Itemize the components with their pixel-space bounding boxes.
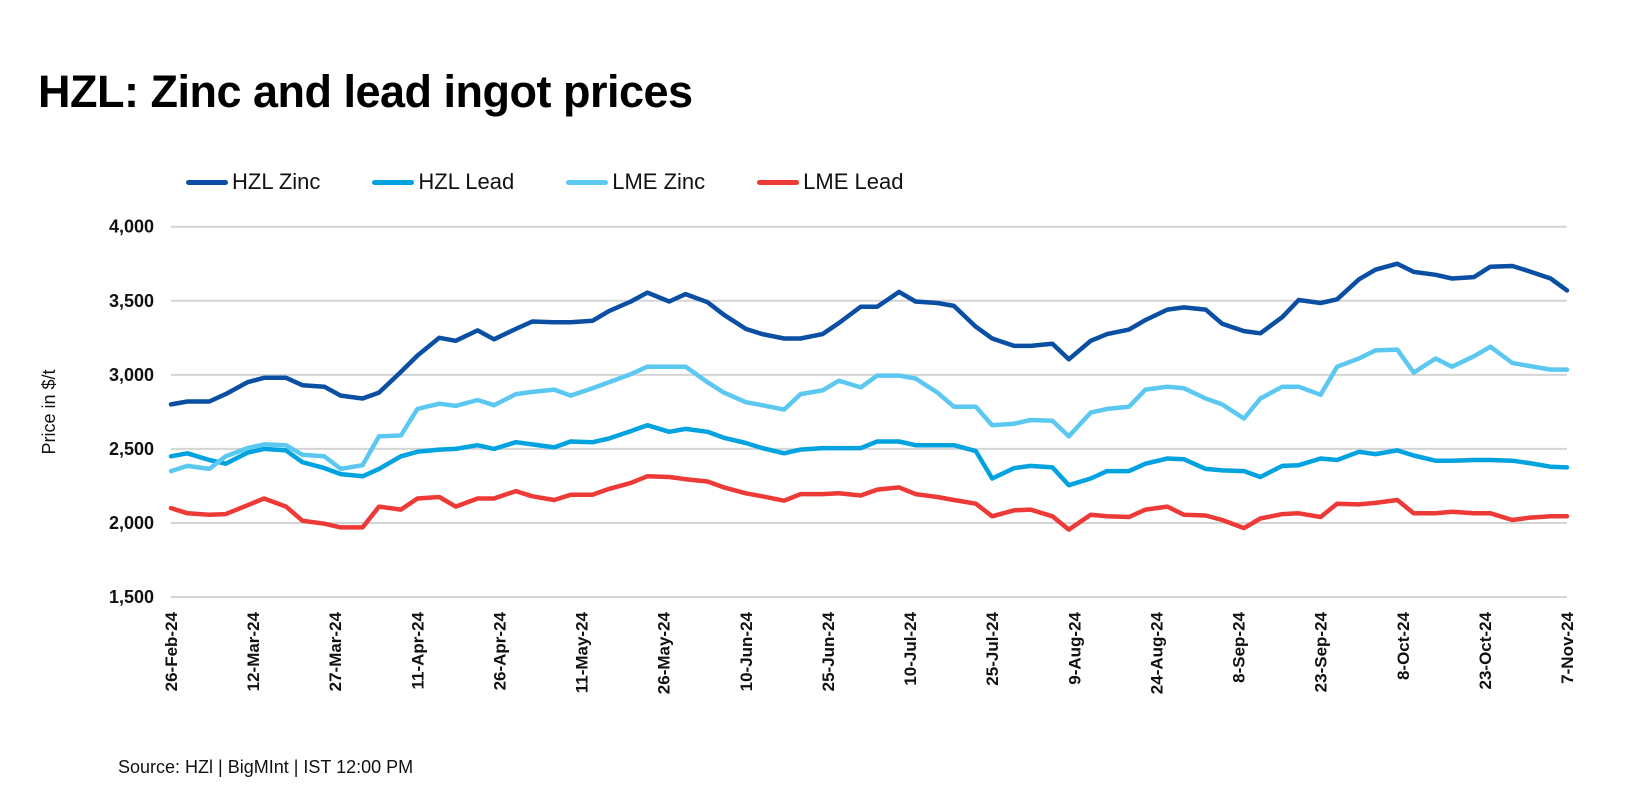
x-tick-label: 25-Jun-24 xyxy=(819,611,838,691)
legend-swatch xyxy=(372,179,415,185)
x-tick-label: 26-Apr-24 xyxy=(490,611,509,690)
source-note: Source: HZl | BigMInt | IST 12:00 PM xyxy=(118,757,414,777)
x-tick-label: 9-Aug-24 xyxy=(1065,611,1084,684)
x-tick-label: 26-May-24 xyxy=(655,611,674,694)
y-axis-title: Price in $/t xyxy=(39,369,59,454)
x-tick-label: 10-Jul-24 xyxy=(901,611,920,685)
x-tick-label: 23-Sep-24 xyxy=(1312,611,1331,692)
legend-item-hzl-lead: HZL Lead xyxy=(372,169,514,195)
x-tick-label: 24-Aug-24 xyxy=(1147,611,1166,694)
chart-title: HZL: Zinc and lead ingot prices xyxy=(38,66,693,117)
x-tick-label: 23-Oct-24 xyxy=(1476,611,1495,689)
y-tick-label: 3,500 xyxy=(109,291,154,311)
legend-item-lme-lead: LME Lead xyxy=(757,169,903,195)
legend-swatch xyxy=(757,179,800,185)
x-tick-label: 12-Mar-24 xyxy=(244,611,263,691)
legend: HZL Zinc HZL Lead LME Zinc LME Lead xyxy=(186,169,955,195)
series-line-lme-zinc xyxy=(168,344,1570,474)
series-line-hzl-zinc xyxy=(168,261,1570,407)
x-tick-label: 10-Jun-24 xyxy=(737,611,756,691)
series-lines xyxy=(168,261,1570,532)
y-axis-ticks: 1,500 2,000 2,500 3,000 3,500 4,000 xyxy=(109,217,154,607)
x-tick-label: 27-Mar-24 xyxy=(326,611,345,691)
legend-swatch xyxy=(186,179,228,185)
series-line-hzl-lead xyxy=(168,422,1570,488)
x-tick-label: 26-Feb-24 xyxy=(162,611,181,691)
legend-label: LME Lead xyxy=(803,169,904,194)
x-axis-ticks: 26-Feb-24 12-Mar-24 27-Mar-24 11-Apr-24 26-A… xyxy=(162,611,1577,694)
legend-item-lme-zinc: LME Zinc xyxy=(566,169,705,195)
legend-label: LME Zinc xyxy=(612,169,706,194)
y-tick-label: 2,500 xyxy=(109,439,154,459)
series-line-lme-lead xyxy=(168,474,1570,532)
y-tick-label: 4,000 xyxy=(109,217,154,237)
y-tick-label: 3,000 xyxy=(109,365,154,385)
x-tick-label: 25-Jul-24 xyxy=(983,611,1002,685)
x-tick-label: 11-May-24 xyxy=(573,611,592,693)
y-tick-label: 1,500 xyxy=(109,587,154,607)
x-tick-label: 8-Sep-24 xyxy=(1230,611,1249,682)
legend-item-hzl-zinc: HZL Zinc xyxy=(186,169,320,195)
x-tick-label: 11-Apr-24 xyxy=(408,611,427,689)
legend-swatch xyxy=(566,179,609,185)
legend-label: HZL Zinc xyxy=(232,169,321,194)
y-tick-label: 2,000 xyxy=(109,513,154,533)
legend-label: HZL Lead xyxy=(418,169,515,194)
x-tick-label: 8-Oct-24 xyxy=(1394,611,1413,680)
x-tick-label: 7-Nov-24 xyxy=(1558,611,1577,683)
